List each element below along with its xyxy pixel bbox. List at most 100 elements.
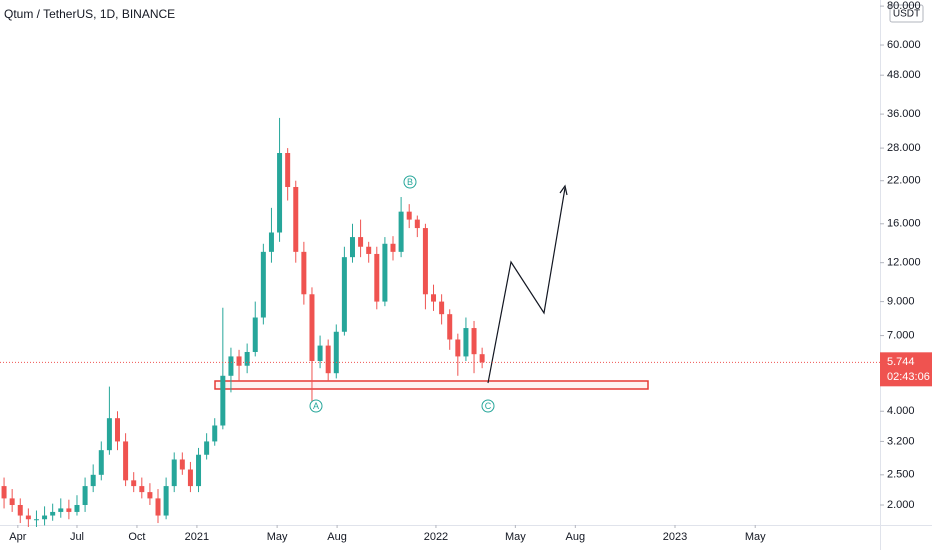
y-tick-label: 16.000 bbox=[887, 218, 921, 230]
candle-body bbox=[179, 459, 185, 470]
chart-title: Qtum / TetherUS, 1D, BINANCE bbox=[4, 7, 175, 21]
candle-body bbox=[366, 246, 372, 254]
candle-body bbox=[422, 228, 428, 295]
candle-body bbox=[58, 508, 64, 512]
candle-body bbox=[66, 508, 72, 512]
candle-body bbox=[131, 480, 137, 487]
countdown-label: 02:43:06 bbox=[887, 371, 930, 383]
y-tick-label: 2.000 bbox=[887, 499, 915, 511]
y-tick-label: 7.000 bbox=[887, 329, 915, 341]
x-tick-label: Oct bbox=[128, 531, 145, 543]
wave-label: A bbox=[313, 401, 319, 411]
candle-body bbox=[341, 257, 347, 332]
x-tick-label: Apr bbox=[9, 531, 26, 543]
candle-body bbox=[431, 294, 437, 302]
candle-body bbox=[439, 301, 445, 315]
candle-body bbox=[74, 504, 80, 512]
candle-body bbox=[33, 519, 39, 521]
candle-body bbox=[1, 486, 7, 499]
x-tick-label: May bbox=[505, 531, 526, 543]
candle-body bbox=[293, 186, 299, 252]
x-tick-label: 2022 bbox=[424, 531, 448, 543]
candle-body bbox=[463, 328, 469, 357]
wave-marker bbox=[403, 175, 417, 189]
candle-body bbox=[358, 237, 364, 247]
candle-body bbox=[479, 354, 485, 363]
candle-body bbox=[123, 441, 129, 481]
y-tick-label: 36.000 bbox=[887, 108, 921, 120]
candle-body bbox=[90, 474, 96, 487]
projection-arrowhead bbox=[559, 184, 568, 196]
candle-body bbox=[114, 418, 120, 442]
y-tick-label: 3.200 bbox=[887, 435, 915, 447]
candle-body bbox=[50, 511, 56, 516]
candle-body bbox=[244, 351, 250, 366]
x-tick-label: Aug bbox=[566, 531, 586, 543]
y-tick-label: 2.500 bbox=[887, 469, 915, 481]
x-tick-label: May bbox=[745, 531, 766, 543]
candle-body bbox=[309, 294, 315, 362]
currency: USDT bbox=[893, 9, 920, 20]
candle-body bbox=[196, 454, 202, 487]
last-price-box bbox=[880, 352, 932, 387]
candle-body bbox=[139, 486, 145, 493]
candle-body bbox=[42, 515, 48, 520]
x-tick-label: 2021 bbox=[185, 531, 209, 543]
wave-marker bbox=[481, 399, 495, 413]
candle-body bbox=[106, 418, 112, 451]
wave-marker bbox=[309, 399, 323, 413]
candle-body bbox=[147, 492, 153, 499]
candle-body bbox=[212, 425, 218, 442]
candle-body bbox=[17, 504, 23, 516]
candle-body bbox=[349, 237, 355, 258]
candle-body bbox=[390, 243, 396, 252]
candle-body bbox=[171, 459, 177, 487]
y-tick-label: 9.000 bbox=[887, 295, 915, 307]
candle-body bbox=[204, 441, 210, 455]
candle-body bbox=[236, 356, 242, 366]
y-tick-label: 48.000 bbox=[887, 69, 921, 81]
y-tick-label: 28.000 bbox=[887, 142, 921, 154]
projection-path[interactable] bbox=[487, 187, 566, 384]
candle-body bbox=[82, 486, 88, 505]
candle-body bbox=[333, 331, 339, 374]
x-tick-label: May bbox=[267, 531, 288, 543]
candle-body bbox=[471, 328, 477, 355]
candle-body bbox=[252, 317, 258, 352]
y-tick-label: 60.000 bbox=[887, 39, 921, 51]
candle-body bbox=[317, 345, 323, 362]
candle-body bbox=[447, 314, 453, 340]
candle-body bbox=[301, 251, 307, 295]
candle-body bbox=[414, 219, 420, 229]
candle-body bbox=[163, 486, 169, 516]
x-tick-label: Aug bbox=[327, 531, 347, 543]
candle-body bbox=[406, 211, 412, 220]
candle-body bbox=[268, 232, 274, 252]
x-tick-label: 2023 bbox=[663, 531, 687, 543]
last-price-label: 5.744 bbox=[887, 356, 915, 368]
candle-body bbox=[98, 450, 104, 475]
support-zone[interactable] bbox=[214, 380, 649, 390]
candle-body bbox=[325, 345, 331, 374]
wave-label: C bbox=[485, 401, 492, 411]
y-tick-label: 4.000 bbox=[887, 405, 915, 417]
y-tick-label: 22.000 bbox=[887, 175, 921, 187]
candle-body bbox=[455, 339, 461, 357]
candle-body bbox=[277, 153, 283, 233]
candle-body bbox=[25, 515, 31, 520]
candle-body bbox=[374, 253, 380, 302]
candle-body bbox=[220, 375, 226, 426]
candle-body bbox=[260, 251, 266, 318]
currency-box[interactable] bbox=[889, 4, 924, 23]
candle-body bbox=[382, 243, 388, 302]
candle-body bbox=[187, 469, 193, 487]
wave-label: B bbox=[407, 177, 413, 187]
y-tick-label: 12.000 bbox=[887, 257, 921, 269]
y-tick-label: 80.000 bbox=[887, 0, 921, 12]
candle-body bbox=[155, 498, 161, 516]
candle-body bbox=[228, 356, 234, 376]
candle-body bbox=[9, 498, 15, 505]
x-tick-label: Jul bbox=[70, 531, 84, 543]
